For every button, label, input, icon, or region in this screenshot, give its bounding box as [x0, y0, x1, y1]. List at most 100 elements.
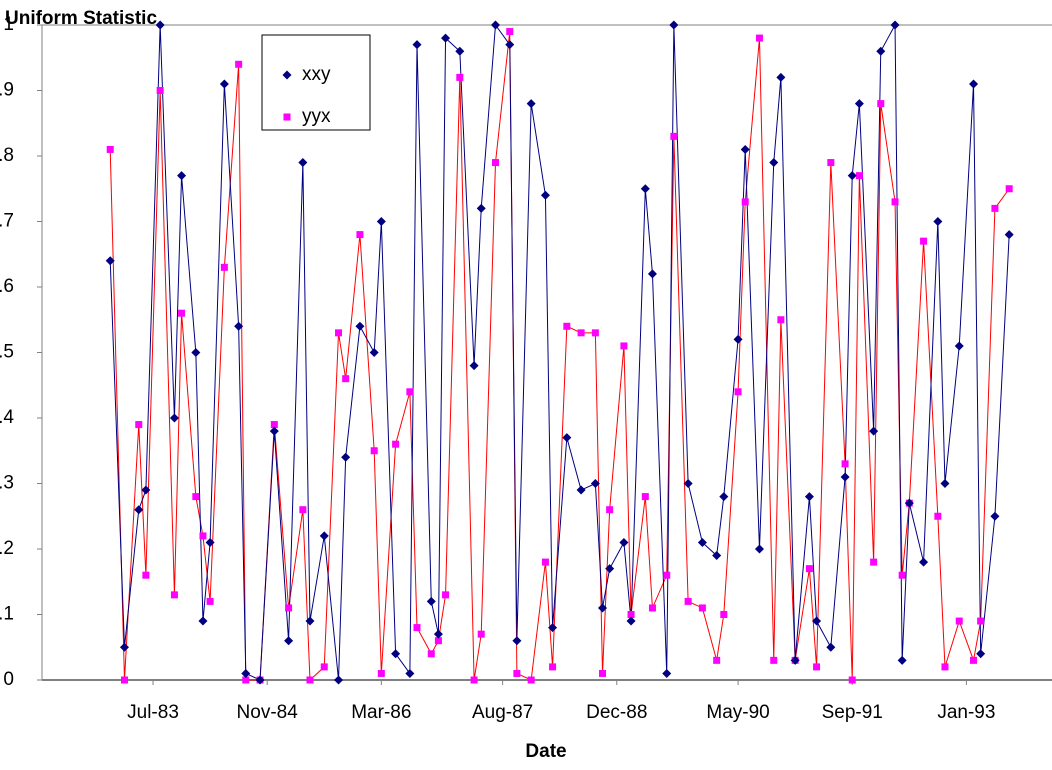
- data-point: [155, 20, 165, 30]
- data-point: [804, 492, 814, 502]
- data-point: [269, 426, 279, 436]
- y-tick-label: 0.1: [0, 604, 14, 625]
- data-point: [919, 557, 929, 567]
- y-tick-label: 0.9: [0, 80, 14, 101]
- data-point: [755, 34, 763, 42]
- data-point: [455, 46, 465, 56]
- data-point: [106, 145, 114, 153]
- data-point: [769, 158, 779, 168]
- data-point: [377, 669, 385, 677]
- data-point: [790, 655, 800, 665]
- data-point: [626, 616, 636, 626]
- data-point: [620, 342, 628, 350]
- data-point: [1005, 185, 1013, 193]
- data-point: [306, 676, 314, 684]
- data-point: [505, 40, 515, 50]
- data-point: [405, 668, 415, 678]
- data-point: [391, 649, 401, 659]
- data-point: [206, 597, 214, 605]
- data-point: [434, 637, 442, 645]
- x-tick-label: Jul-83: [127, 702, 179, 723]
- data-point: [697, 537, 707, 547]
- data-point: [955, 617, 963, 625]
- data-point: [442, 591, 450, 599]
- y-tick-label: 0.8: [0, 145, 14, 166]
- data-point: [285, 604, 293, 612]
- data-point: [698, 604, 706, 612]
- data-point: [205, 537, 215, 547]
- data-point: [192, 493, 200, 501]
- data-point: [890, 20, 900, 30]
- data-point: [305, 616, 315, 626]
- data-point: [991, 204, 999, 212]
- data-point: [640, 184, 650, 194]
- legend-box: [261, 34, 371, 131]
- data-point: [898, 571, 906, 579]
- legend-label: xxy: [302, 64, 331, 85]
- data-point: [527, 676, 535, 684]
- data-point: [976, 649, 986, 659]
- data-point: [490, 20, 500, 30]
- data-point: [392, 440, 400, 448]
- data-point: [854, 99, 864, 109]
- data-point: [847, 171, 857, 181]
- data-point: [590, 479, 600, 488]
- x-tick-label: May-90: [706, 702, 769, 723]
- data-point: [370, 447, 378, 455]
- data-point: [178, 309, 186, 317]
- data-point: [335, 329, 343, 337]
- data-point: [720, 611, 728, 618]
- data-point: [891, 198, 899, 206]
- data-point: [441, 33, 451, 43]
- data-point: [670, 132, 678, 140]
- data-point: [169, 413, 179, 423]
- legend-marker: [282, 70, 292, 80]
- legend-label: yyx: [302, 106, 331, 127]
- data-point: [426, 596, 436, 606]
- data-point: [970, 656, 978, 664]
- data-point: [470, 676, 478, 684]
- data-point: [242, 676, 250, 684]
- data-point: [576, 485, 586, 495]
- data-point: [320, 663, 328, 671]
- series-line: [109, 31, 1010, 682]
- data-point: [662, 668, 672, 678]
- data-point: [477, 630, 485, 638]
- data-point: [812, 616, 822, 626]
- data-point: [284, 636, 294, 646]
- data-point: [476, 203, 486, 213]
- data-point: [933, 217, 943, 226]
- data-point: [506, 28, 514, 36]
- data-point: [599, 669, 607, 677]
- data-point: [904, 498, 914, 508]
- x-tick-label: Dec-88: [586, 702, 647, 723]
- data-point: [869, 426, 879, 436]
- data-point: [412, 40, 422, 50]
- data-point: [199, 532, 207, 540]
- data-point: [141, 485, 151, 495]
- data-point: [713, 656, 721, 664]
- data-point: [513, 669, 521, 677]
- data-point: [684, 597, 692, 605]
- data-point: [220, 263, 228, 271]
- data-point: [647, 269, 657, 279]
- data-point: [334, 675, 344, 685]
- y-tick-label: 0.5: [0, 342, 14, 363]
- x-tick-label: Mar-86: [351, 702, 411, 723]
- data-point: [920, 237, 928, 245]
- data-point: [826, 642, 836, 652]
- data-point: [427, 650, 435, 658]
- data-point: [170, 591, 178, 599]
- x-axis-label: Date: [525, 741, 566, 762]
- data-point: [369, 348, 379, 357]
- y-tick-label: 0.3: [0, 473, 14, 494]
- x-tick-label: Nov-84: [237, 702, 299, 723]
- data-point: [733, 334, 743, 344]
- x-tick-label: Aug-87: [472, 702, 533, 723]
- data-point: [299, 506, 307, 514]
- data-point: [876, 46, 886, 56]
- data-point: [255, 675, 265, 685]
- data-point: [356, 231, 364, 239]
- y-tick-label: 0.6: [0, 276, 14, 297]
